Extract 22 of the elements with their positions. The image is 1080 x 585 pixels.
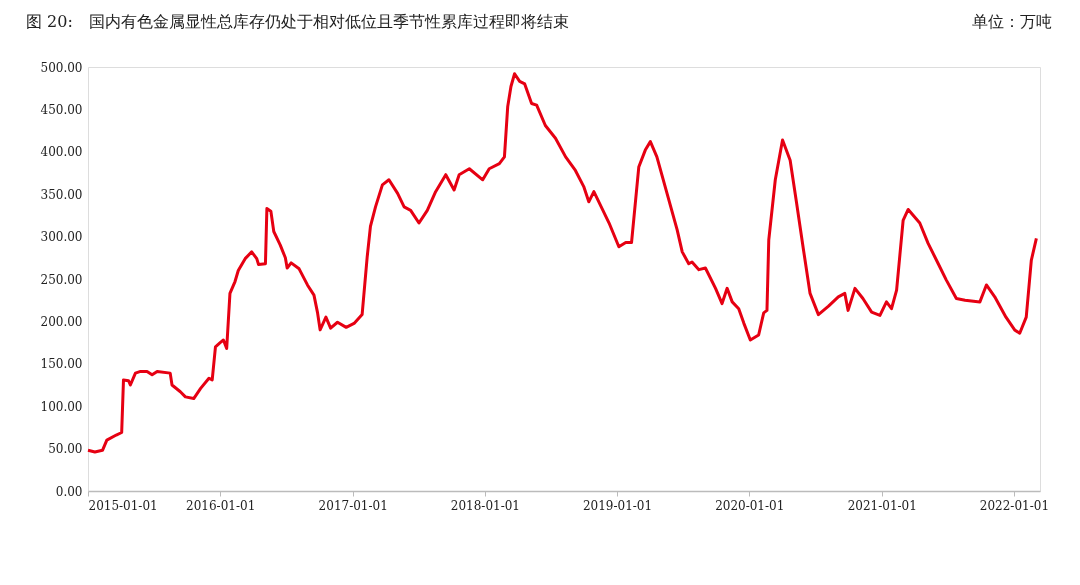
y-tick-label: 300.00 bbox=[40, 230, 83, 245]
y-tick-label: 100.00 bbox=[40, 399, 83, 414]
y-tick-label: 500.00 bbox=[40, 60, 83, 75]
y-tick-label: 0.00 bbox=[55, 484, 83, 499]
y-tick-label: 450.00 bbox=[40, 102, 83, 117]
x-tick-label: 2017-01-01 bbox=[318, 498, 388, 513]
y-tick-label: 250.00 bbox=[40, 272, 83, 287]
x-tick-label: 2021-01-01 bbox=[847, 498, 917, 513]
line-series bbox=[86, 72, 1038, 454]
x-tick-label: 2022-01-01 bbox=[979, 498, 1050, 513]
y-tick-label: 350.00 bbox=[40, 187, 83, 202]
y-tick-label: 400.00 bbox=[40, 145, 83, 160]
y-tick-label: 150.00 bbox=[40, 357, 83, 372]
y-tick-label: 200.00 bbox=[40, 314, 83, 329]
x-tick-label: 2016-01-01 bbox=[186, 498, 256, 513]
y-axis-title: 单位：万吨 bbox=[972, 12, 1052, 31]
x-tick-label: 2020-01-01 bbox=[715, 498, 785, 513]
chart-title: 图 20: 国内有色金属显性总库存仍处于相对低位且季节性累库过程即将结束 bbox=[26, 12, 569, 31]
y-tick-label: 50.00 bbox=[48, 442, 83, 457]
x-tick-label: 2015-01-01 bbox=[88, 498, 158, 513]
x-tick-label: 2018-01-01 bbox=[450, 498, 520, 513]
x-tick-label: 2019-01-01 bbox=[582, 498, 653, 513]
